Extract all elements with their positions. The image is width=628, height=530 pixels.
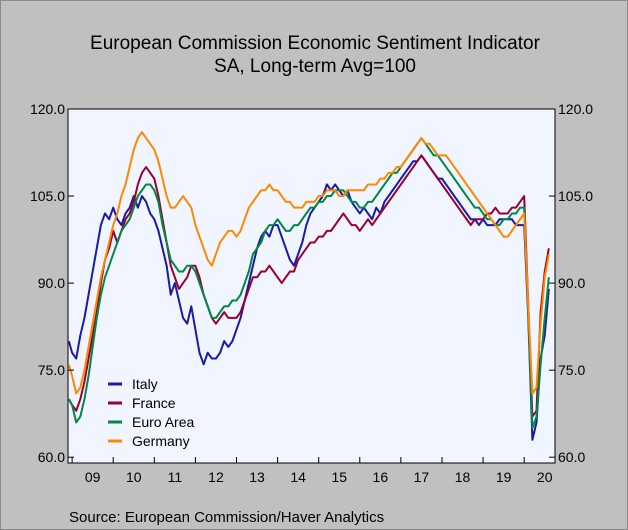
- legend-label-italy: Italy: [132, 376, 158, 392]
- x-tick-label: 12: [208, 469, 224, 485]
- line-chart: 60.0 60.0 75.0 75.0 90.0 90.0 105.0 105.0 120.0 1…: [30, 101, 593, 485]
- x-tick-label: 18: [455, 469, 471, 485]
- x-tick-label: 20: [537, 469, 553, 485]
- y-tick-label-right: 60.0: [558, 449, 585, 465]
- y-tick-label-right: 75.0: [558, 362, 585, 378]
- series-line-germany: [68, 131, 550, 395]
- source-note: Source: European Commission/Haver Analyt…: [69, 509, 385, 526]
- x-tick-label: 14: [290, 469, 306, 485]
- y-tick-label-left: 120.0: [30, 101, 65, 117]
- chart-subtitle: SA, Long-term Avg=100: [214, 56, 416, 77]
- x-tick-label: 16: [373, 469, 389, 485]
- plot-area: [67, 108, 556, 464]
- series-line-euro-area: [68, 137, 550, 430]
- y-tick-label-right: 105.0: [558, 188, 593, 204]
- x-tick-label: 09: [85, 469, 101, 485]
- series-line-italy: [68, 154, 550, 441]
- x-tick-label: 17: [414, 469, 430, 485]
- y-tick-label-left: 105.0: [30, 188, 65, 204]
- x-tick-label: 15: [331, 469, 347, 485]
- x-tick-label: 11: [168, 469, 183, 485]
- y-tick-label-left: 60.0: [38, 449, 65, 465]
- chart-title: European Commission Economic Sentiment I…: [90, 33, 540, 54]
- x-tick-label: 10: [126, 469, 142, 485]
- legend-label-france: France: [132, 395, 176, 411]
- series-line-france: [68, 154, 550, 418]
- legend-label-germany: Germany: [132, 433, 190, 449]
- y-tick-label-left: 75.0: [38, 362, 65, 378]
- y-tick-label-left: 90.0: [38, 275, 65, 291]
- legend-label-euro-area: Euro Area: [132, 414, 194, 430]
- x-tick-label: 19: [496, 469, 512, 485]
- y-tick-label-right: 120.0: [558, 101, 593, 117]
- y-tick-label-right: 90.0: [558, 275, 585, 291]
- x-tick-label: 13: [249, 469, 265, 485]
